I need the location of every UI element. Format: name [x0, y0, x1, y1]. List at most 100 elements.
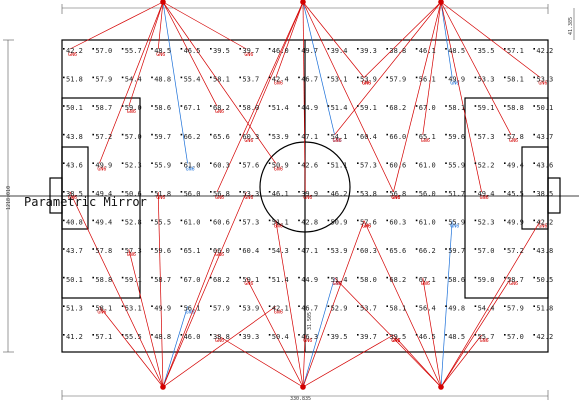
grid-point-marker — [298, 276, 300, 279]
fixture-label: GN6 — [480, 338, 489, 344]
illuminance-value: 49.4 — [95, 219, 112, 227]
illuminance-value: 58.0 — [242, 104, 259, 112]
illuminance-value: 46.5 — [419, 333, 436, 341]
beam-line — [275, 220, 304, 388]
grid-point-marker — [180, 191, 183, 193]
grid-point-marker — [474, 219, 477, 222]
illuminance-value: 65.1 — [184, 247, 201, 255]
fixture-label: GN6 — [274, 81, 283, 87]
illuminance-value: 68.2 — [389, 104, 406, 112]
illuminance-value: 56.8 — [389, 190, 406, 198]
illuminance-value: 43.7 — [536, 133, 553, 141]
illuminance-value: 48.5 — [154, 47, 171, 55]
illuminance-value: 51.3 — [66, 304, 83, 312]
illuminance-value: 57.3 — [478, 133, 495, 141]
penalty-area-right — [464, 97, 549, 299]
illuminance-value: 49.9 — [95, 161, 112, 169]
grid-point-marker — [298, 133, 300, 136]
grid-point-marker — [445, 48, 447, 50]
grid-point-marker — [386, 162, 388, 164]
grid-point-marker — [210, 305, 212, 307]
illuminance-value: 51.8 — [154, 190, 171, 198]
beam-line — [162, 306, 277, 388]
grid-point-marker — [121, 105, 124, 107]
grid-point-marker — [92, 48, 94, 50]
grid-point-marker — [474, 105, 477, 107]
illuminance-value: 39.9 — [301, 190, 318, 198]
illuminance-value: 39.5 — [213, 47, 230, 55]
fixture-label: GN6 — [244, 281, 253, 287]
beam-line — [162, 1, 218, 107]
illuminance-value: 43.6 — [66, 161, 83, 169]
grid-point-marker — [327, 191, 330, 193]
grid-point-marker — [445, 162, 447, 164]
beam-line — [440, 1, 482, 193]
illuminance-value: 42.2 — [536, 333, 553, 341]
grid-point-marker — [298, 248, 300, 250]
illuminance-value: 60.4 — [360, 133, 377, 141]
illuminance-value: 54.4 — [478, 304, 495, 312]
illuminance-value: 56.8 — [213, 190, 230, 198]
illuminance-value: 59.1 — [360, 104, 377, 112]
illuminance-value: 60.3 — [242, 133, 259, 141]
grid-point-marker — [239, 162, 241, 164]
grid-point-marker — [327, 48, 330, 50]
illuminance-value: 46.1 — [272, 190, 289, 198]
dimension-bottom-label: 330.835 — [290, 396, 311, 402]
illuminance-value: 47.1 — [301, 133, 318, 141]
illuminance-value: 42.1 — [272, 304, 289, 312]
grid-point-marker — [386, 76, 388, 79]
grid-point-marker — [357, 248, 359, 250]
illuminance-value: 42.4 — [272, 76, 289, 84]
grid-point-marker — [504, 133, 506, 136]
illuminance-value: 59.7 — [448, 247, 465, 255]
grid-point-marker — [386, 276, 388, 279]
grid-point-marker — [151, 334, 153, 336]
beam-line — [302, 220, 365, 388]
beam-line — [363, 1, 442, 78]
fixture-label: GN6 — [362, 81, 371, 87]
grid-point-marker — [327, 305, 330, 307]
grid-point-marker — [92, 219, 94, 222]
fixture-label: GN6 — [215, 338, 224, 344]
grid-point-marker — [357, 191, 359, 193]
grid-point-marker — [504, 305, 506, 307]
grid-point-marker — [180, 305, 183, 307]
illuminance-value: 58.1 — [95, 304, 112, 312]
beam-line — [275, 1, 304, 78]
illuminance-value: 46.7 — [301, 76, 318, 84]
grid-point-marker — [533, 248, 535, 250]
grid-point-marker — [445, 248, 447, 250]
illuminance-value: 61.0 — [184, 219, 201, 227]
illuminance-value: 58.7 — [95, 104, 112, 112]
fixture-label: GN6 — [156, 52, 165, 58]
grid-point-marker — [151, 48, 153, 50]
fixture-label: GN6 — [244, 195, 253, 201]
illuminance-value: 46.2 — [331, 190, 348, 198]
illuminance-value: 55.7 — [478, 333, 495, 341]
illuminance-value: 49.4 — [95, 190, 112, 198]
illuminance-value: 51.8 — [536, 304, 553, 312]
illuminance-value: 51.1 — [272, 219, 289, 227]
grid-point-marker — [504, 334, 506, 336]
illuminance-value: 57.9 — [95, 76, 112, 84]
grid-point-marker — [63, 76, 65, 79]
illuminance-value: 57.9 — [389, 76, 406, 84]
grid-point-marker — [474, 76, 477, 79]
illuminance-value: 57.3 — [242, 219, 259, 227]
grid-point-marker — [239, 276, 241, 279]
grid-point-marker — [386, 48, 388, 50]
grid-point-marker — [210, 162, 212, 164]
grid-point-marker — [327, 248, 330, 250]
grid-point-marker — [210, 191, 212, 193]
beam-line — [162, 1, 188, 164]
grid-point-marker — [151, 276, 153, 279]
beam-line — [422, 277, 442, 388]
grid-point-marker — [180, 162, 183, 164]
illuminance-value: 51.4 — [331, 104, 348, 112]
grid-point-marker — [268, 162, 271, 164]
grid-point-marker — [121, 219, 124, 222]
illuminance-value: 59.0 — [478, 276, 495, 284]
illuminance-value: 43.6 — [536, 161, 553, 169]
fixture-label: GN6 — [274, 309, 283, 315]
